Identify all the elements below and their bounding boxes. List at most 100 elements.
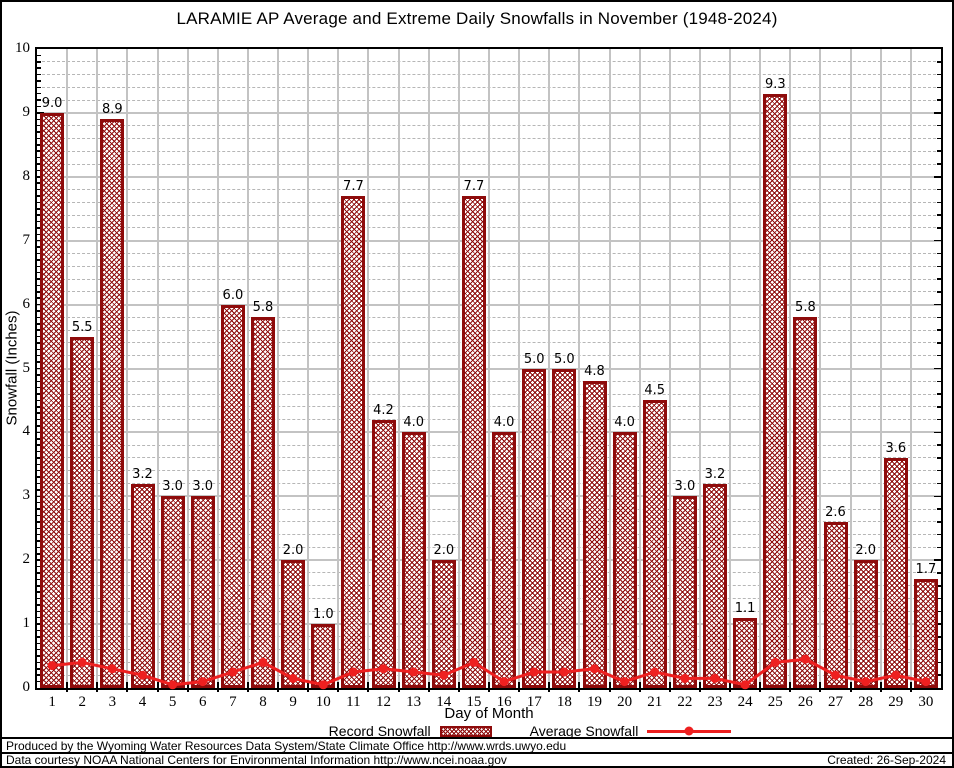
y-axis-tick-right (937, 508, 941, 510)
average-point (529, 667, 539, 677)
x-axis-tick (819, 682, 822, 688)
x-axis-tick-outer (186, 688, 189, 692)
x-tick-label: 4 (138, 694, 147, 710)
created-date: Created: 26-Sep-2024 (827, 753, 946, 767)
bar-value-label: 2.6 (825, 504, 846, 520)
x-tick-label: 30 (918, 694, 934, 710)
footer-divider-bottom (0, 752, 954, 754)
grid-vertical-line (427, 49, 430, 688)
average-point (499, 677, 509, 687)
y-axis-tick (37, 412, 41, 414)
record-bar (341, 196, 366, 688)
record-bar (733, 617, 758, 688)
legend-record-label: Record Snowfall (328, 723, 431, 739)
bar-value-label: 5.8 (252, 300, 274, 316)
x-axis-tick (668, 682, 671, 688)
y-axis-tick-right (937, 342, 941, 344)
chart-title: LARAMIE AP Average and Extreme Daily Sno… (176, 9, 778, 28)
y-axis-tick (37, 54, 41, 57)
x-axis-tick-outer (909, 688, 912, 692)
y-axis-tick (37, 438, 41, 440)
grid-vertical-line (638, 49, 641, 688)
plot-area: 9.0 5.5 8.9 3.2 3.0 3.0 6.0 5.8 2.0 1.0 7.7 4.2 4.0 2… (35, 47, 943, 692)
grid-vertical-line (488, 49, 490, 688)
x-axis-tick (698, 682, 701, 688)
average-point (891, 670, 901, 680)
y-axis-tick-right (937, 86, 941, 89)
average-point (439, 670, 449, 680)
bar-value-label: 3.2 (132, 466, 153, 482)
y-axis-tick-right (937, 533, 941, 536)
x-tick-label: 7 (229, 694, 237, 710)
y-axis-tick-right (937, 469, 941, 472)
y-axis-tick (37, 118, 41, 121)
y-tick-label: 0 (22, 679, 31, 695)
average-point (680, 673, 690, 683)
y-axis-tick (37, 259, 41, 261)
y-axis-tick (37, 201, 41, 204)
bar-value-label: 7.7 (343, 178, 364, 194)
x-tick-label: 8 (259, 694, 267, 710)
x-axis-tick (849, 682, 852, 688)
average-point (831, 670, 840, 680)
x-axis-tick-outer (488, 688, 490, 692)
grid-vertical-line (819, 49, 822, 688)
y-axis-tick (37, 169, 41, 172)
x-axis-tick-outer (66, 688, 69, 692)
footer-credit-wrds: Produced by the Wyoming Water Resources … (6, 739, 567, 753)
x-axis-tick-outer (246, 688, 249, 692)
y-axis-tick-right (937, 636, 941, 638)
average-point (47, 661, 57, 671)
x-tick-label: 6 (198, 694, 207, 710)
record-bar (70, 336, 95, 688)
y-axis-tick (37, 457, 41, 459)
x-axis-tick-outer (216, 688, 219, 692)
record-bar (220, 304, 245, 688)
x-axis-tick-outer (397, 688, 400, 692)
legend-item-average: Average Snowfall (530, 723, 732, 739)
y-axis-tick (37, 105, 41, 108)
grid-vertical-line (367, 49, 370, 688)
x-tick-label: 19 (586, 694, 602, 710)
y-axis-tick-right (937, 457, 941, 459)
x-axis-tick-outer (578, 688, 581, 692)
record-bar (492, 432, 517, 688)
average-point (590, 664, 599, 674)
average-point (770, 657, 780, 667)
y-axis-tick-right (934, 303, 941, 306)
average-point (318, 680, 328, 690)
x-axis-tick-outer (96, 688, 99, 692)
y-axis-tick (37, 195, 41, 197)
y-axis-tick (37, 182, 41, 184)
y-axis-tick (37, 463, 41, 466)
record-bar (371, 419, 396, 688)
y-axis-tick (37, 112, 44, 114)
average-point (650, 667, 660, 677)
record-bar (612, 432, 637, 688)
y-axis-tick (37, 680, 41, 683)
y-axis-tick (37, 144, 41, 146)
y-axis-tick (37, 271, 41, 274)
y-axis-tick (37, 527, 41, 529)
y-axis-tick (37, 323, 41, 325)
y-axis-tick-right (937, 291, 941, 293)
y-axis-tick-right (937, 482, 941, 485)
y-axis-tick-right (937, 316, 941, 319)
y-axis-tick-right (937, 163, 941, 165)
y-axis-tick (37, 99, 41, 101)
bar-value-label: 6.0 (222, 287, 244, 303)
y-axis-tick-right (937, 585, 941, 587)
record-bar (130, 483, 155, 688)
x-tick-label: 29 (888, 694, 904, 710)
x-tick-label: 25 (767, 694, 783, 710)
record-bar (251, 317, 275, 688)
x-axis-tick (518, 682, 521, 688)
y-axis-tick-right (937, 546, 941, 549)
average-point (198, 677, 208, 687)
grid-vertical-line (66, 49, 69, 688)
grid-vertical-line (246, 49, 249, 688)
y-axis-tick-right (937, 99, 941, 101)
chart-legend: Record Snowfall Average Snowfall (0, 723, 954, 739)
y-axis-tick-right (937, 354, 941, 357)
x-tick-label: 15 (466, 694, 482, 710)
